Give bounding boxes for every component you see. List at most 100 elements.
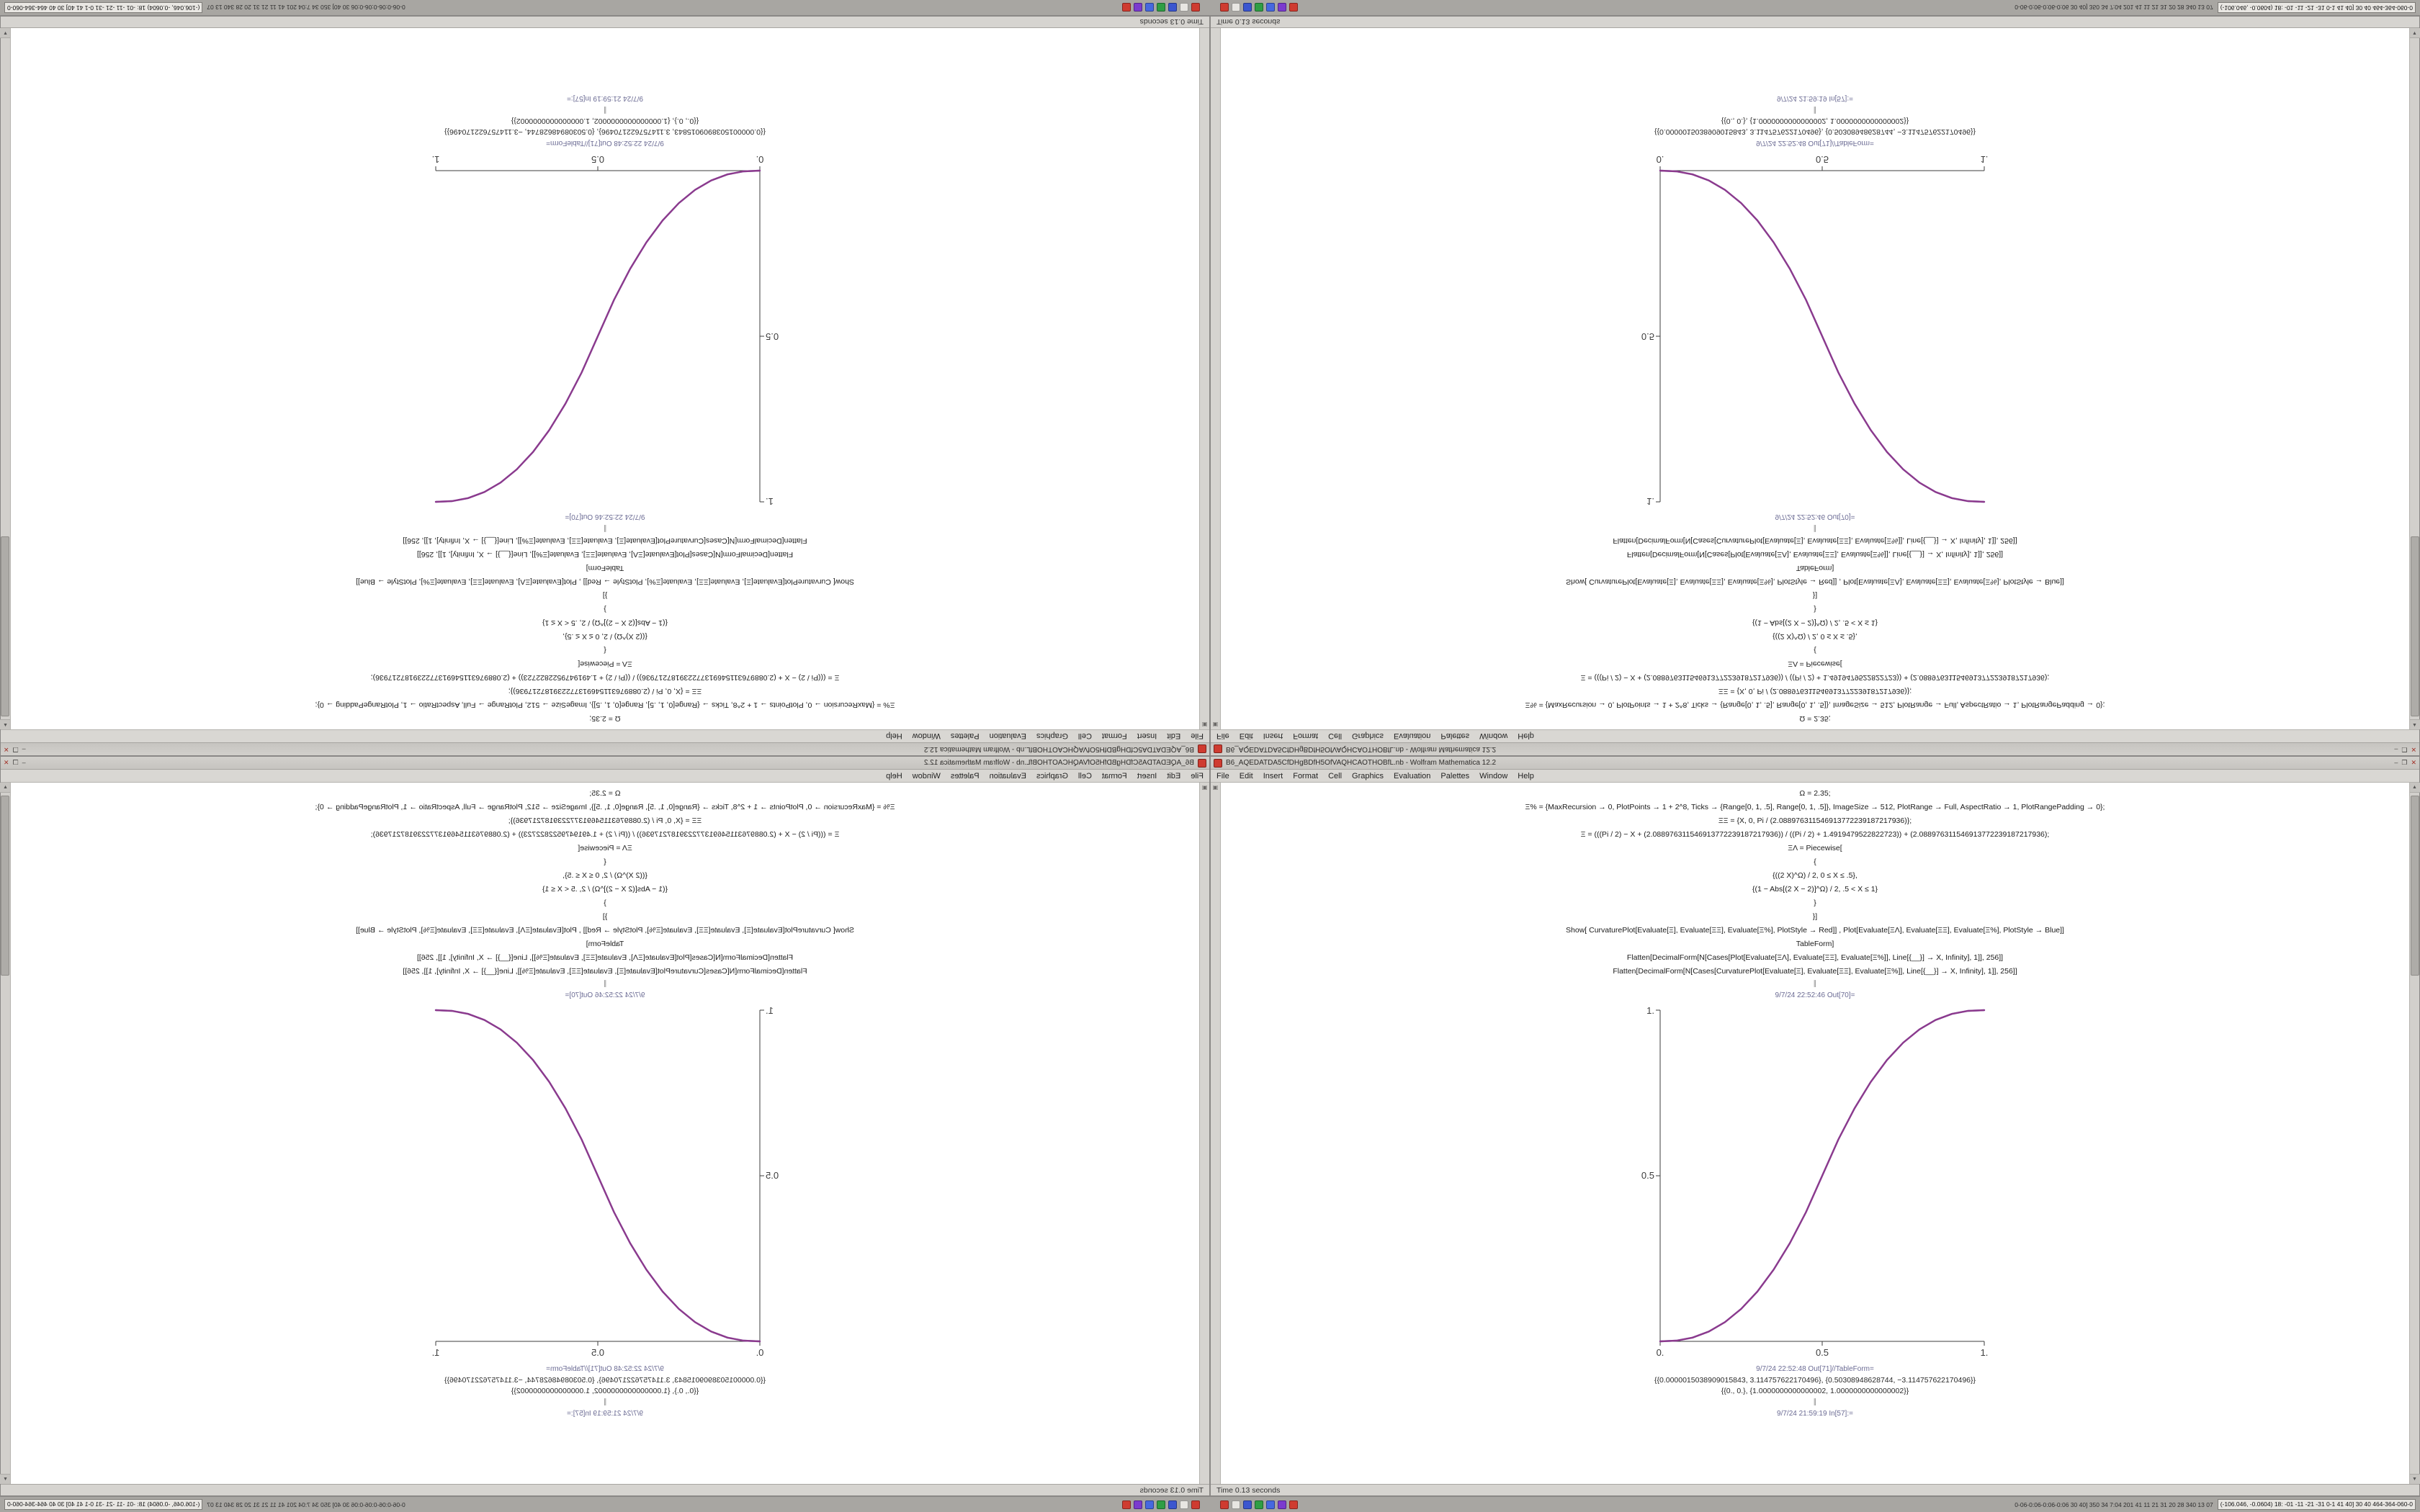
taskbar-app-icon[interactable] [1278,3,1286,12]
window-titlebar[interactable]: B6_AQEDATDA5CfDHgBDfH5OfVAQHCAOTHOBfL.nb… [1211,742,2419,755]
menu-help[interactable]: Help [886,732,902,741]
vertical-scrollbar[interactable]: ▲ ▼ [2409,783,2420,1484]
input-cell-line[interactable]: }] [602,591,608,600]
window-titlebar[interactable]: B6_AQEDATDA5CfDHgBDfH5OfVAQHCAOTHOBfL.nb… [1211,757,2419,770]
menu-edit[interactable]: Edit [1167,732,1181,741]
cell-group-bracket[interactable]: ∥ [1813,106,1817,114]
vertical-scrollbar[interactable]: ▲ ▼ [2409,28,2420,729]
minimize-button[interactable]: – [22,759,26,766]
taskbar-app-icon[interactable] [1220,3,1229,12]
menu-format[interactable]: Format [1101,732,1127,741]
input-cell-line[interactable]: Flatten[DecimalForm[N[Cases[CurvaturePlo… [403,967,807,976]
menu-format[interactable]: Format [1101,771,1127,780]
input-cell-line[interactable]: } [1814,605,1816,613]
minimize-button[interactable]: – [22,746,26,753]
minimize-button[interactable]: – [2394,759,2398,766]
taskbar-app-icon[interactable] [1255,3,1263,12]
taskbar-app-icon[interactable] [1255,1500,1263,1509]
minimize-button[interactable]: – [2394,746,2398,753]
maximize-button[interactable]: ❐ [12,759,19,766]
scrollbar-thumb[interactable] [2411,796,2419,976]
maximize-button[interactable]: ❐ [2401,759,2408,766]
menu-cell[interactable]: Cell [1077,771,1092,780]
taskbar-app-icon[interactable] [1278,1500,1286,1509]
taskbar-app-icon[interactable] [1122,3,1131,12]
cell-group-bracket[interactable]: ∥ [603,1398,607,1406]
input-cell-line[interactable]: Ξ = (((Pi / 2) − X + (2.0889763115469137… [370,673,840,682]
input-cell-line[interactable]: }] [1812,591,1818,600]
input-cell-line[interactable]: {(1 − Abs[(2 X − 2)]^Ω) / 2, .5 < X ≤ 1} [1752,618,1878,627]
input-cell-line[interactable]: { [604,646,606,654]
menu-help[interactable]: Help [1518,771,1534,780]
input-cell-line[interactable]: Ξ = (((Pi / 2) − X + (2.0889763115469137… [1580,673,2050,682]
input-cell-line[interactable]: Ω = 2.35; [1799,714,1831,723]
input-cell-line[interactable]: } [604,605,606,613]
input-cell-line[interactable]: Flatten[DecimalForm[N[Cases[CurvaturePlo… [403,536,807,545]
scroll-down-icon[interactable]: ▼ [2409,1474,2420,1484]
input-cell-line[interactable]: ΞΞ = {X, 0, Pi / (2.08897631154691377223… [1718,816,1912,825]
taskbar-app-icon[interactable] [1289,1500,1298,1509]
menu-evaluation[interactable]: Evaluation [1394,771,1431,780]
ruler-toggle-icon[interactable]: ▣ [1201,784,1208,791]
menu-evaluation[interactable]: Evaluation [1394,732,1431,741]
taskbar-app-icon[interactable] [1266,3,1275,12]
input-cell-line[interactable]: Ξ% = {MaxRecursion → 0, PlotPoints → 1 +… [1525,803,2105,811]
input-cell-line[interactable]: Flatten[DecimalForm[N[Cases[Plot[Evaluat… [416,550,794,559]
taskbar-app-icon[interactable] [1289,3,1298,12]
input-cell-line[interactable]: Flatten[DecimalForm[N[Cases[CurvaturePlo… [1613,967,2017,976]
taskbar-app-icon[interactable] [1134,3,1142,12]
menu-graphics[interactable]: Graphics [1036,771,1068,780]
input-cell-line[interactable]: ΞΞ = {X, 0, Pi / (2.08897631154691377223… [508,816,702,825]
menu-window[interactable]: Window [912,771,941,780]
menu-cell[interactable]: Cell [1328,771,1343,780]
menu-file[interactable]: File [1191,732,1204,741]
input-cell-line[interactable]: TableForm] [586,940,624,948]
menu-cell[interactable]: Cell [1328,732,1343,741]
menu-graphics[interactable]: Graphics [1036,732,1068,741]
taskbar-app-icon[interactable] [1232,1500,1240,1509]
menu-palettes[interactable]: Palettes [950,732,980,741]
input-cell-line[interactable]: ΞΛ = Piecewise[ [1788,660,1842,668]
close-button[interactable]: ✕ [2411,746,2416,753]
close-button[interactable]: ✕ [4,759,9,766]
scroll-down-icon[interactable]: ▼ [0,1474,11,1484]
input-cell-line[interactable]: Ξ% = {MaxRecursion → 0, PlotPoints → 1 +… [1525,701,2105,709]
scroll-up-icon[interactable]: ▲ [2409,719,2420,729]
menu-palettes[interactable]: Palettes [1440,732,1470,741]
taskbar-app-icon[interactable] [1266,1500,1275,1509]
menu-help[interactable]: Help [1518,732,1534,741]
input-cell-line[interactable]: ΞΞ = {X, 0, Pi / (2.08897631154691377223… [1718,687,1912,696]
input-cell-line[interactable]: {((2 X)^Ω) / 2, 0 ≤ X ≤ .5}, [1773,871,1857,880]
menu-insert[interactable]: Insert [1263,732,1283,741]
input-cell-line[interactable]: {(1 − Abs[(2 X − 2)]^Ω) / 2, .5 < X ≤ 1} [542,885,668,894]
scroll-up-icon[interactable]: ▲ [2409,783,2420,793]
taskbar-app-icon[interactable] [1220,1500,1229,1509]
menu-palettes[interactable]: Palettes [950,771,980,780]
input-cell-line[interactable]: } [604,899,606,907]
taskbar-app-icon[interactable] [1191,3,1200,12]
window-titlebar[interactable]: B6_AQEDATDA5CfDHgBDfH5OfVAQHCAOTHOBfL.nb… [1,742,1209,755]
cell-group-bracket[interactable]: ∥ [1813,1398,1817,1406]
menu-insert[interactable]: Insert [1137,771,1157,780]
taskbar-app-icon[interactable] [1145,1500,1154,1509]
menu-insert[interactable]: Insert [1263,771,1283,780]
taskbar-app-icon[interactable] [1122,1500,1131,1509]
input-cell-line[interactable]: }] [602,912,608,921]
menu-file[interactable]: File [1216,771,1229,780]
input-cell-line[interactable]: } [1814,899,1816,907]
menu-format[interactable]: Format [1293,771,1319,780]
input-cell-line[interactable]: Show[ CurvaturePlot[Evaluate[Ξ], Evaluat… [356,577,854,586]
input-cell-line[interactable]: Ω = 2.35; [589,714,621,723]
input-cell-line[interactable]: { [1814,858,1816,866]
input-cell-line[interactable]: Show[ CurvaturePlot[Evaluate[Ξ], Evaluat… [356,926,854,935]
menu-help[interactable]: Help [886,771,902,780]
window-titlebar[interactable]: B6_AQEDATDA5CfDHgBDfH5OfVAQHCAOTHOBfL.nb… [1,757,1209,770]
menu-edit[interactable]: Edit [1239,732,1253,741]
scrollbar-thumb[interactable] [1,536,9,716]
input-cell-line[interactable]: Show[ CurvaturePlot[Evaluate[Ξ], Evaluat… [1566,577,2064,586]
cell-group-bracket[interactable]: ∥ [603,524,607,532]
input-cell-line[interactable]: { [1814,646,1816,654]
input-cell-line[interactable]: TableForm] [1796,940,1834,948]
input-cell-line[interactable]: TableForm] [586,564,624,572]
input-cell-line[interactable]: Ξ% = {MaxRecursion → 0, PlotPoints → 1 +… [315,701,895,709]
